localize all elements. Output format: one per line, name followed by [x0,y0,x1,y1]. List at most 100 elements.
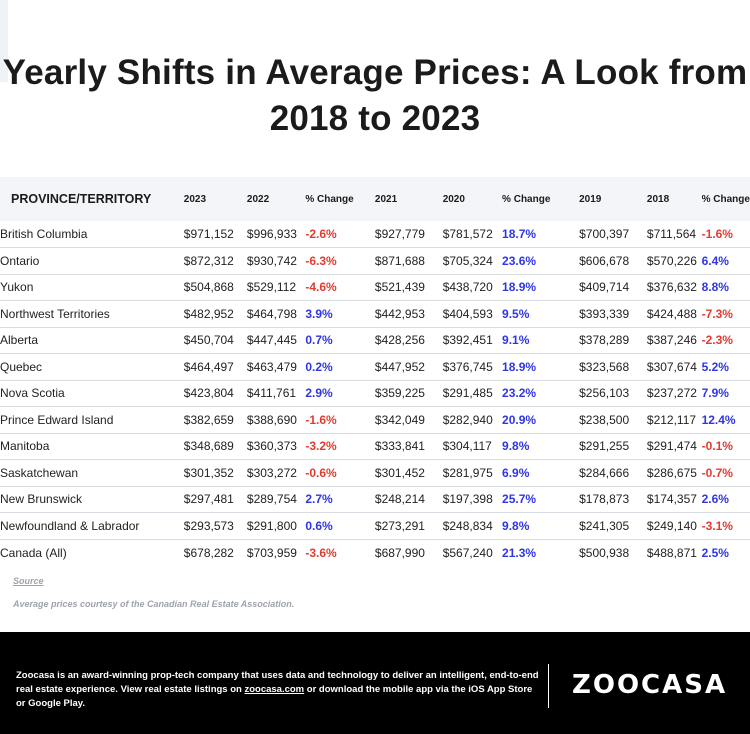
price-cell: $273,291 [374,518,425,533]
province-name: Quebec [0,359,43,374]
price-cell: $284,666 [579,465,630,480]
price-cell: $428,256 [374,333,425,348]
percent-change-cell: 2.5% [701,545,729,560]
percent-change-cell: 6.9% [502,465,530,480]
price-cell: $289,754 [246,492,297,507]
price-cell: $404,593 [442,306,493,321]
price-cell: $387,246 [646,333,697,348]
province-name: British Columbia [0,227,88,241]
price-cell: $409,714 [579,280,630,295]
column-header: 2020 [442,193,465,205]
corner-accent [0,0,8,82]
price-cell: $393,339 [579,306,630,321]
percent-change-cell: 2.7% [305,492,333,507]
price-cell: $359,225 [374,386,425,401]
price-cell: $241,305 [579,518,630,533]
price-cell: $500,938 [579,545,630,560]
percent-change-cell: 21.3% [502,545,537,560]
footer: Zoocasa is an award-winning prop-tech co… [0,632,750,734]
price-cell: $447,445 [246,333,297,348]
percent-change-cell: 0.6% [305,518,333,533]
price-cell: $930,742 [246,253,297,268]
province-name: Newfoundland & Labrador [0,518,140,533]
percent-change-cell: 7.9% [701,386,729,401]
table-row: Quebec $464,497 $463,479 0.2% $447,952 $376,7… [0,354,750,380]
table-row: Saskatchewan $301,352 $303,272 -0.6% $301,45… [0,460,750,486]
price-cell: $174,357 [646,492,697,507]
price-cell: $248,214 [374,492,425,507]
percent-change-cell: 18.9% [502,280,537,295]
percent-change-cell: 25.7% [502,492,537,507]
price-cell: $482,952 [183,306,234,321]
percent-change-cell: 0.7% [305,333,333,348]
price-cell: $282,940 [442,412,493,427]
footer-text-before: Zoocasa is an award-winning prop-tech co… [16,670,539,695]
price-cell: $504,868 [183,280,234,295]
price-cell: $382,659 [183,412,234,427]
price-cell: $442,953 [374,306,425,321]
province-name: Yukon [0,280,34,295]
price-cell: $450,704 [183,333,234,348]
price-cell: $570,226 [646,253,697,268]
price-cell: $971,152 [183,227,234,241]
column-header: % Change [701,193,750,205]
province-name: Nova Scotia [0,386,65,401]
table-row: Nova Scotia $423,804 $411,761 2.9% $359,225 $… [0,380,750,407]
price-cell: $871,688 [374,253,425,268]
price-cell: $700,397 [579,227,630,241]
price-cell: $286,675 [646,465,697,480]
column-header: 2023 [183,193,207,205]
source-link[interactable]: Source [13,576,44,586]
price-cell: $388,690 [246,412,297,427]
price-table: PROVINCE/TERRITORY 2023 2022 % Change 20… [0,177,750,566]
price-cell: $447,952 [374,359,425,374]
percent-change-cell: -0.6% [305,465,337,480]
price-cell: $567,240 [442,545,493,560]
province-name: Alberta [0,333,39,348]
price-cell: $178,873 [579,492,630,507]
percent-change-cell: 18.9% [502,359,537,374]
price-cell: $411,761 [246,386,297,401]
percent-change-cell: 6.4% [701,253,729,268]
percent-change-cell: -4.6% [305,280,337,295]
percent-change-cell: -3.1% [701,518,733,533]
percent-change-cell: 5.2% [701,359,729,374]
percent-change-cell: -3.6% [305,545,337,560]
price-cell: $303,272 [246,465,297,480]
price-cell: $424,488 [646,306,697,321]
province-name: Ontario [0,253,40,268]
footer-divider [548,664,549,708]
footer-text: Zoocasa is an award-winning prop-tech co… [16,669,540,711]
price-cell: $197,398 [442,492,493,507]
price-cell: $348,689 [183,439,234,454]
column-header: PROVINCE/TERRITORY [11,192,152,206]
table-row: New Brunswick $297,481 $289,754 2.7% $248,21… [0,486,750,513]
province-name: Saskatchewan [0,465,79,480]
page-title: Yearly Shifts in Average Prices: A Look … [2,53,748,138]
column-header: % Change [502,193,551,205]
price-cell: $464,497 [183,359,234,374]
percent-change-cell: -6.3% [305,253,337,268]
percent-change-cell: -3.2% [305,439,337,454]
percent-change-cell: -1.6% [305,412,337,427]
table-row: British Columbia $971,152 $996,933 -2.6% $92… [0,221,750,248]
price-cell: $392,451 [442,333,493,348]
column-header: 2018 [646,193,670,205]
price-cell: $238,500 [579,412,630,427]
zoocasa-logo[interactable]: ZOOCASA [572,670,728,700]
price-cell: $703,959 [246,545,297,560]
table-row: Prince Edward Island $382,659 $388,690 -1.6… [0,407,750,433]
percent-change-cell: 2.6% [701,492,729,507]
percent-change-cell: -2.3% [701,333,733,348]
percent-change-cell: 20.9% [502,412,537,427]
zoocasa-link[interactable]: zoocasa.com [244,684,305,695]
table-row: Newfoundland & Labrador $293,573 $291,800 0… [0,513,750,539]
column-header: 2021 [374,193,398,205]
percent-change-cell: 0.2% [305,359,333,374]
percent-change-cell: 18.7% [502,227,537,241]
table-row: Ontario $872,312 $930,742 -6.3% $871,688 $705… [0,248,750,274]
price-cell: $333,841 [374,439,425,454]
percent-change-cell: 23.2% [502,386,537,401]
price-cell: $248,834 [442,518,493,533]
percent-change-cell: -0.7% [701,465,733,480]
